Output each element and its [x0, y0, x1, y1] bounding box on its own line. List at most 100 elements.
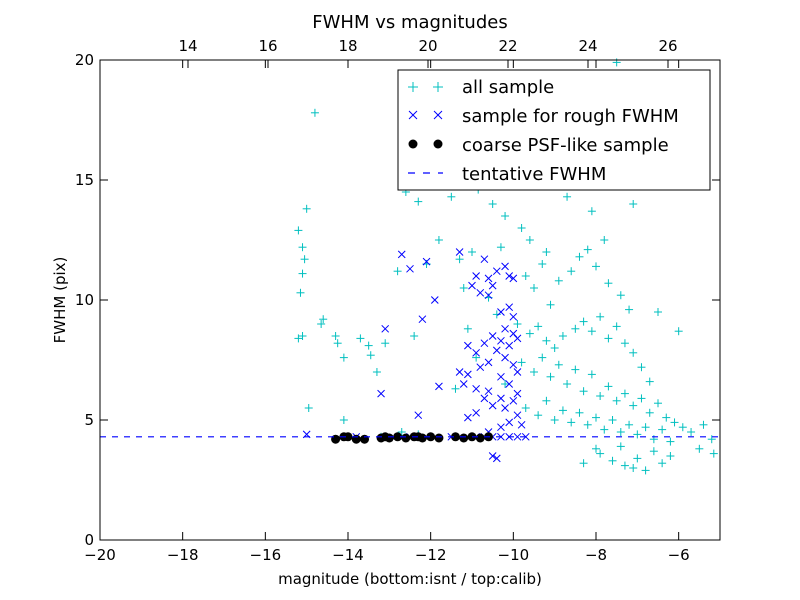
- data-point: [538, 260, 547, 268]
- data-point: [579, 317, 588, 326]
- data-point: [534, 322, 543, 331]
- data-point: [592, 413, 600, 422]
- data-point: [480, 339, 489, 348]
- data-point: [571, 365, 580, 374]
- legend: all sample sample for rough FWHM coarse …: [397, 69, 711, 191]
- data-point: [476, 363, 485, 372]
- y-axis-label: FWHM (pix): [51, 257, 69, 344]
- data-point: [641, 423, 650, 432]
- data-point: [459, 433, 469, 443]
- data-point: [629, 348, 638, 357]
- data-point: [612, 396, 621, 405]
- data-point: [418, 315, 427, 324]
- data-point: [563, 192, 572, 201]
- data-point: [505, 303, 514, 312]
- legend-marker-circle: [408, 139, 418, 149]
- data-point: [620, 389, 629, 398]
- data-point: [587, 207, 596, 216]
- data-point: [633, 454, 642, 463]
- data-point: [463, 324, 472, 333]
- data-point: [542, 248, 551, 256]
- x-tick-label: −8: [585, 546, 607, 564]
- data-point: [592, 444, 600, 453]
- data-point: [497, 372, 505, 381]
- data-point: [546, 300, 555, 309]
- data-point: [497, 336, 505, 345]
- data-point: [699, 420, 708, 429]
- data-point: [612, 322, 621, 331]
- data-point: [538, 353, 547, 362]
- data-point: [296, 288, 305, 297]
- data-point: [563, 380, 572, 388]
- data-point: [393, 432, 403, 442]
- data-point: [587, 327, 596, 336]
- legend-marker-x: [408, 110, 443, 120]
- legend-box: [397, 69, 711, 191]
- data-point: [472, 353, 481, 362]
- data-point: [413, 432, 423, 442]
- top-axis: 14 16 18 20 22 24 26: [178, 37, 678, 68]
- data-point: [505, 272, 514, 280]
- top-tick-label: 14: [178, 37, 197, 55]
- data-point: [633, 430, 642, 439]
- legend-item-rough-sample: sample for rough FWHM: [408, 106, 679, 127]
- data-point: [550, 344, 559, 352]
- data-point: [513, 389, 522, 398]
- data-point: [542, 336, 551, 345]
- top-tick-label: 20: [418, 37, 437, 55]
- data-point: [687, 428, 696, 436]
- data-point: [310, 108, 319, 117]
- legend-item-psf-sample: coarse PSF-like sample: [408, 135, 669, 156]
- data-point: [620, 339, 629, 348]
- data-point: [509, 274, 518, 283]
- data-point: [554, 276, 563, 285]
- data-point: [534, 411, 543, 420]
- left-axis: 0 5 10 15 20: [75, 51, 720, 549]
- data-point: [509, 360, 518, 369]
- data-point: [410, 332, 419, 340]
- data-point: [451, 384, 460, 393]
- data-point: [434, 433, 444, 443]
- data-point: [629, 401, 638, 410]
- data-point: [554, 360, 563, 369]
- x-tick-label: −14: [332, 546, 364, 564]
- data-point: [501, 353, 509, 362]
- data-point: [525, 329, 534, 338]
- data-point: [459, 380, 468, 388]
- data-point: [484, 387, 493, 396]
- data-point: [525, 236, 534, 244]
- data-point: [480, 255, 489, 264]
- data-point: [339, 353, 348, 362]
- series-sample-for-rough-fwhm: [302, 248, 530, 463]
- data-point: [364, 341, 373, 350]
- data-point: [587, 370, 596, 379]
- data-point: [488, 332, 497, 340]
- data-point: [575, 408, 584, 417]
- data-point: [475, 433, 485, 443]
- data-point: [645, 408, 654, 417]
- data-point: [455, 368, 464, 376]
- bottom-axis: −20 −18 −16 −14 −12 −10 −8 −6: [84, 60, 690, 564]
- data-point: [317, 320, 326, 328]
- data-point: [629, 200, 638, 208]
- data-point: [579, 459, 588, 468]
- data-point: [501, 262, 509, 271]
- data-point: [455, 255, 464, 264]
- data-point: [488, 452, 497, 460]
- data-point: [608, 456, 617, 465]
- legend-marker-circle: [433, 139, 443, 149]
- top-tick-label: 16: [258, 37, 277, 55]
- data-point: [464, 413, 472, 422]
- data-point: [505, 380, 514, 388]
- data-point: [583, 420, 592, 429]
- x-tick-label: −10: [498, 546, 530, 564]
- top-tick-label: 22: [498, 37, 517, 55]
- legend-label: coarse PSF-like sample: [462, 135, 669, 156]
- data-point: [521, 272, 530, 280]
- data-point: [397, 428, 406, 436]
- data-point: [596, 392, 605, 400]
- data-point: [550, 416, 559, 424]
- data-point: [472, 348, 480, 357]
- data-point: [542, 396, 551, 405]
